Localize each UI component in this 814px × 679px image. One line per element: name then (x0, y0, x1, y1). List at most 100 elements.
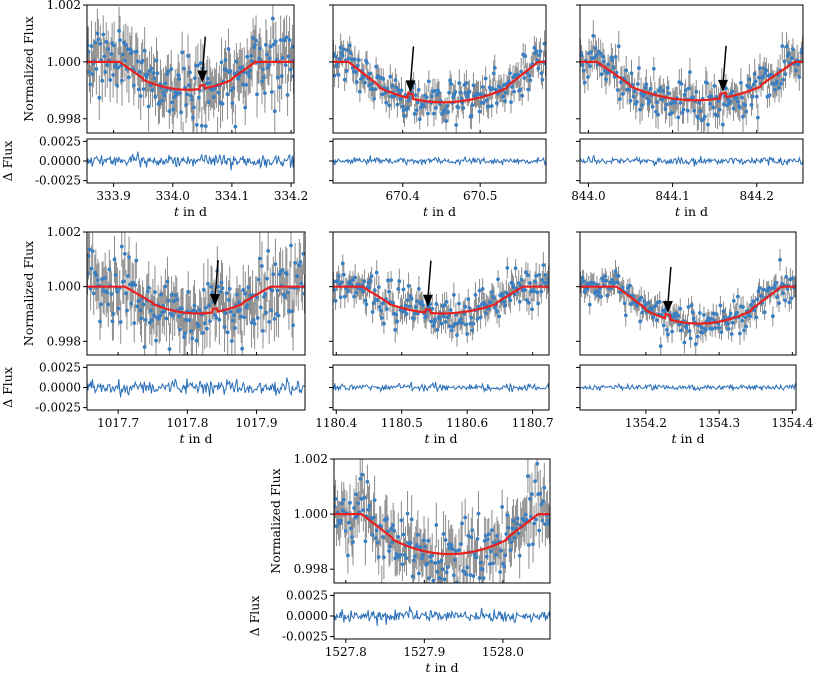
flux-point (89, 44, 94, 48)
flux-point (350, 535, 354, 539)
flux-point (475, 316, 480, 321)
flux-point (485, 537, 490, 542)
flux-point (229, 339, 234, 343)
flux-point (483, 76, 488, 81)
flux-point (504, 532, 509, 536)
x-tick-label: 1354.3 (698, 416, 740, 430)
flux-point (187, 318, 192, 323)
flux-point (647, 99, 652, 104)
flux-point (654, 318, 659, 323)
flux-point (688, 336, 693, 341)
flux-point (654, 109, 658, 114)
flux-point (360, 472, 365, 477)
flux-point (267, 56, 272, 61)
flux-point (425, 111, 430, 116)
flux-point (334, 504, 337, 509)
flux-point (612, 281, 617, 286)
spot-crossing-arrow-5 (427, 260, 432, 299)
flux-point (299, 281, 304, 286)
flux-point (697, 311, 702, 315)
flux-point (488, 300, 493, 305)
flux-point (650, 104, 655, 109)
flux-point (224, 291, 229, 296)
flux-point (543, 522, 548, 527)
light-curve-panel-2: 670.4 670.5 t in d (329, 4, 547, 219)
residual-line-3 (580, 154, 803, 167)
flux-point (588, 64, 592, 69)
flux-point (542, 281, 547, 285)
flux-point (519, 69, 524, 74)
flux-point (164, 316, 169, 321)
flux-point (503, 553, 508, 558)
flux-point (104, 39, 109, 44)
flux-point (253, 43, 257, 47)
flux-point (289, 243, 293, 248)
flux-point (495, 533, 499, 538)
flux-point (124, 43, 128, 47)
flux-point (438, 576, 443, 581)
flux-point (207, 303, 211, 308)
flux-axes-5 (332, 231, 550, 356)
flux-point (260, 264, 264, 268)
flux-point (456, 599, 460, 603)
flux-point (487, 562, 492, 566)
x-tick-label: 333.9 (96, 189, 130, 203)
flux-point (471, 321, 476, 326)
flux-point (783, 72, 788, 77)
flux-point (716, 99, 721, 103)
spot-crossing-arrowhead-1 (197, 70, 208, 83)
flux-point (734, 95, 739, 100)
flux-point (353, 70, 358, 74)
flux-point (478, 315, 483, 320)
flux-point (87, 254, 91, 258)
flux-point (613, 54, 618, 59)
flux-points-6 (580, 257, 796, 349)
x-tick-label: 1017.8 (166, 416, 208, 430)
flux-point (210, 291, 214, 295)
flux-point (367, 503, 372, 508)
flux-point (150, 88, 155, 93)
flux-point (755, 115, 760, 120)
flux-point (784, 44, 789, 49)
flux-point (339, 280, 344, 285)
flux-point (334, 64, 339, 68)
flux-point (268, 44, 273, 49)
flux-point (206, 100, 211, 105)
flux-point (436, 560, 441, 565)
flux-point (638, 319, 643, 324)
flux-point (604, 77, 608, 82)
flux-point (682, 340, 687, 345)
flux-point (262, 294, 266, 299)
flux-point (471, 574, 476, 578)
x-tick-label: 844.1 (655, 189, 689, 203)
flux-point (166, 298, 171, 303)
flux-point (455, 580, 459, 583)
flux-point (361, 508, 366, 513)
flux-point (542, 41, 546, 46)
flux-axes-7 (333, 458, 551, 584)
flux-point (751, 82, 756, 87)
flux-point (423, 544, 427, 549)
flux-point (381, 555, 386, 560)
flux-point (734, 310, 739, 315)
flux-point (341, 272, 346, 277)
flux-point (171, 299, 176, 304)
flux-point (741, 305, 745, 309)
flux-point (501, 561, 506, 566)
flux-point (503, 303, 508, 308)
flux-point (352, 57, 357, 62)
flux-point (783, 298, 788, 303)
flux-point (421, 303, 425, 308)
flux-point (639, 295, 644, 300)
flux-point (599, 72, 604, 77)
flux-point (111, 73, 116, 77)
flux-point (364, 302, 369, 307)
light-curve-panel-7: 1527.8 1527.9 1528.0 t in d 0.998 1.000 1.002 -… (247, 452, 551, 675)
flux-point (439, 321, 444, 326)
x-axis-label: t in d (425, 660, 458, 675)
flux-point (87, 49, 91, 54)
x-tick-label: 1180.6 (446, 416, 488, 430)
flux-point (223, 311, 228, 315)
flux-point (373, 87, 377, 92)
flux-point (494, 101, 499, 106)
